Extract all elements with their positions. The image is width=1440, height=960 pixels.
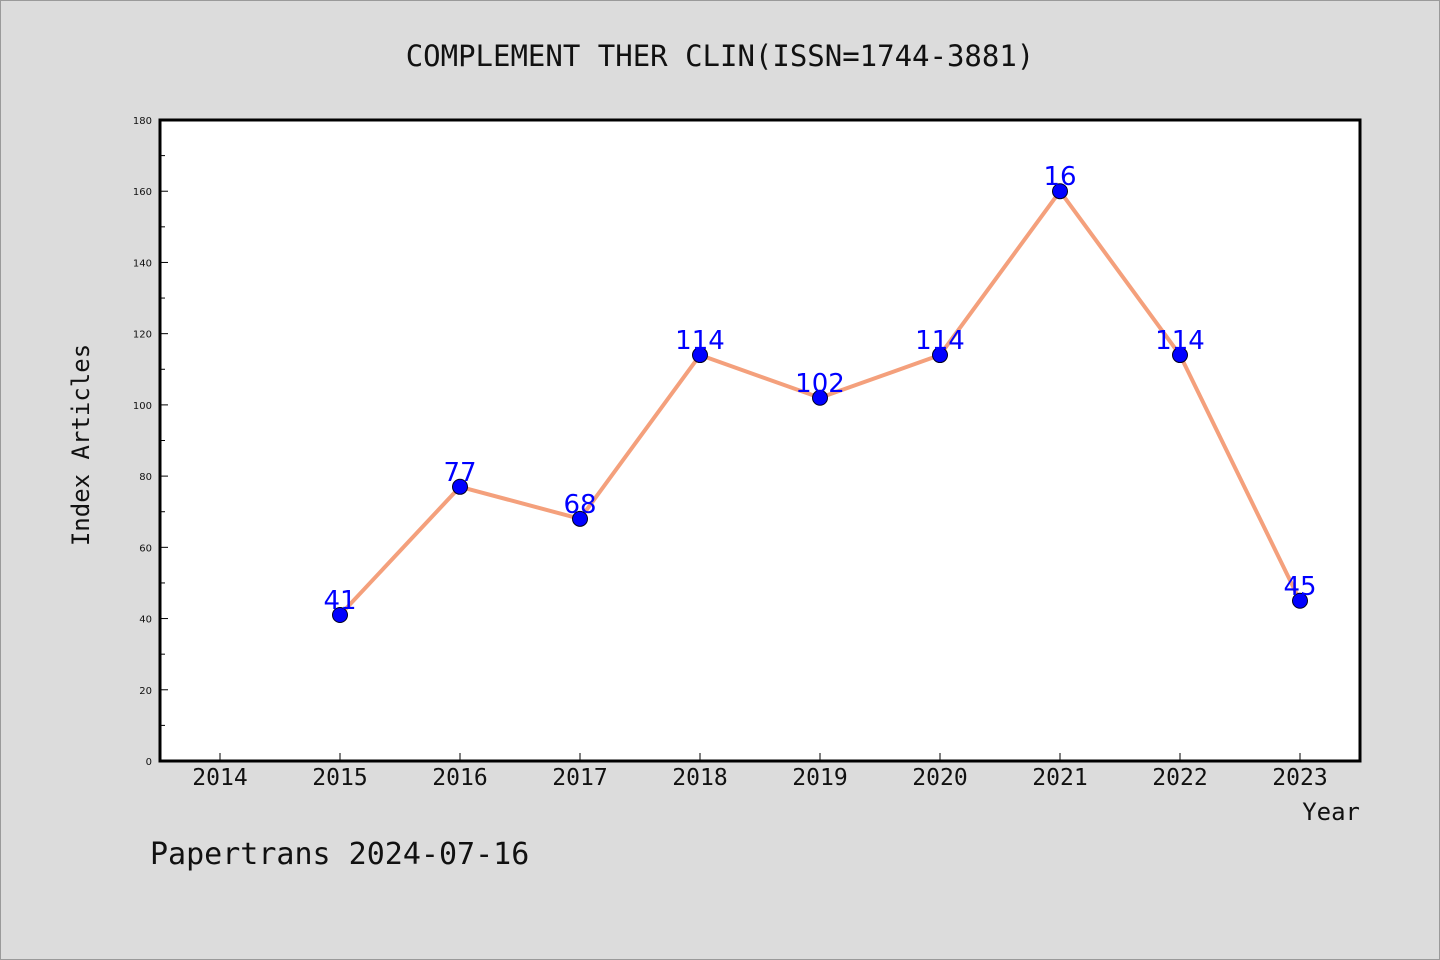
y-axis: 0 20 40 60 80 100 120 140 160 180 xyxy=(133,116,168,768)
data-label: 68 xyxy=(563,490,596,520)
data-label: 16 xyxy=(1043,162,1076,192)
y-tick-label: 80 xyxy=(139,472,152,483)
y-axis-title: Index Articles xyxy=(67,344,95,546)
data-point xyxy=(572,510,588,527)
data-label: 114 xyxy=(1155,326,1205,356)
x-tick-label: 2015 xyxy=(312,765,367,791)
data-label: 114 xyxy=(915,326,965,356)
data-point xyxy=(1172,347,1188,364)
data-label: 102 xyxy=(795,369,845,399)
data-point xyxy=(812,389,828,406)
x-tick-label: 2017 xyxy=(552,765,607,791)
y-tick-label: 60 xyxy=(139,543,152,554)
y-tick-label: 40 xyxy=(139,615,152,626)
x-axis-title: Year xyxy=(1302,798,1360,826)
x-tick-label: 2021 xyxy=(1032,765,1087,791)
chart-title: COMPLEMENT THER CLIN(ISSN=1744-3881) xyxy=(406,39,1035,73)
y-tick-label: 100 xyxy=(133,401,152,412)
y-tick-label: 120 xyxy=(133,330,152,341)
data-label: 114 xyxy=(675,326,725,356)
y-tick-label: 0 xyxy=(146,757,152,768)
data-point xyxy=(332,606,348,623)
series-index-articles: 41 77 68 114 102 114 16 114 45 xyxy=(323,162,1317,623)
data-label: 41 xyxy=(323,586,356,616)
x-tick-label: 2018 xyxy=(672,765,727,791)
data-label: 45 xyxy=(1283,572,1316,602)
y-tick-label: 140 xyxy=(133,258,152,269)
y-tick-label: 20 xyxy=(139,686,152,697)
data-point xyxy=(1052,183,1068,200)
data-point xyxy=(932,347,948,364)
x-tick-label: 2016 xyxy=(432,765,487,791)
x-tick-label: 2020 xyxy=(912,765,967,791)
data-point xyxy=(1292,592,1308,609)
x-tick-label: 2019 xyxy=(792,765,847,791)
x-tick-label: 2014 xyxy=(192,765,247,791)
footer-text: Papertrans 2024-07-16 xyxy=(150,837,529,872)
data-point xyxy=(452,478,468,495)
plot-area xyxy=(158,118,1362,763)
data-label: 77 xyxy=(443,458,476,488)
y-tick-label: 160 xyxy=(133,187,152,198)
x-tick-label: 2022 xyxy=(1152,765,1207,791)
y-tick-label: 180 xyxy=(133,116,152,127)
x-axis: 2014 2015 2016 2017 2018 2019 2020 2021 2022 2023 xyxy=(192,753,1328,791)
x-tick-label: 2023 xyxy=(1272,765,1327,791)
data-point xyxy=(692,347,708,364)
